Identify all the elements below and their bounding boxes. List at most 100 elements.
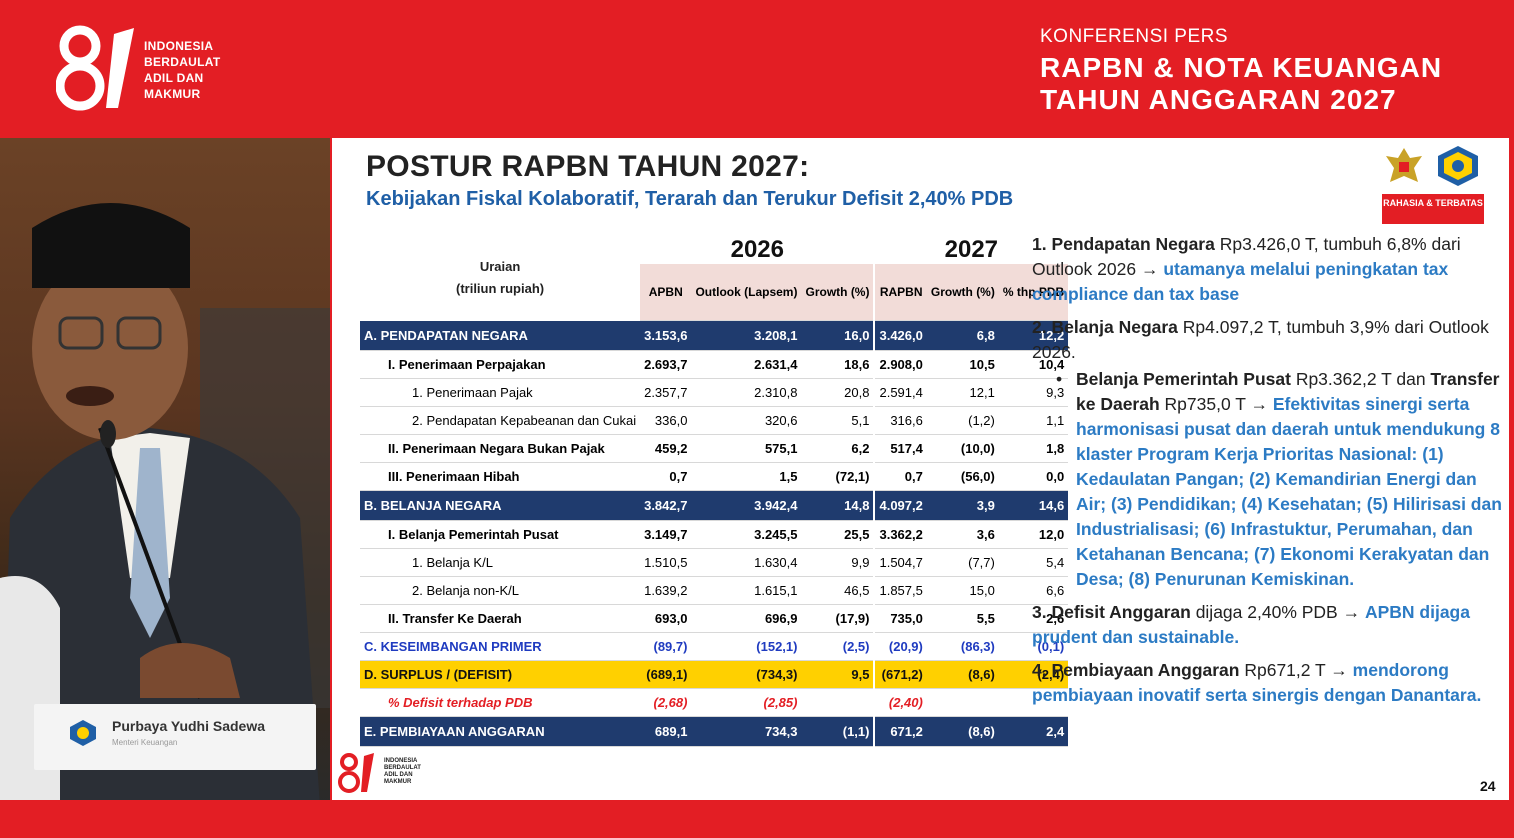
- row-value: 5,1: [801, 406, 875, 435]
- row-value: 1.857,5: [873, 576, 927, 605]
- row-value: (7,7): [926, 548, 999, 577]
- footer-bar: [0, 800, 1514, 838]
- row-value: (2,40): [873, 688, 927, 717]
- row-label: 1. Belanja K/L: [360, 548, 641, 577]
- row-value: (1,1): [801, 716, 875, 747]
- kemenkeu-logo-icon: [1438, 146, 1478, 186]
- row-label: I. Penerimaan Perpajakan: [360, 350, 641, 379]
- row-value: 18,6: [801, 350, 875, 379]
- row-value: 1.630,4: [691, 548, 802, 577]
- row-value: 6,2: [801, 434, 875, 463]
- row-value: 2.631,4: [691, 350, 802, 379]
- row-value: (89,7): [640, 632, 692, 661]
- row-value: 6,6: [998, 576, 1069, 605]
- row-label: C. KESEIMBANGAN PRIMER: [360, 632, 641, 661]
- row-value: 3,9: [926, 490, 999, 521]
- row-label: 1. Penerimaan Pajak: [360, 378, 641, 407]
- row-value: (1,2): [926, 406, 999, 435]
- confidential-badge: RAHASIA & TERBATAS: [1382, 194, 1484, 224]
- table-row: A. PENDAPATAN NEGARA 3.153,6 3.208,1 16,0 3.…: [360, 320, 1069, 351]
- row-value: 1.510,5: [640, 548, 692, 577]
- row-value: (2,4): [998, 660, 1069, 689]
- row-value: (8,6): [926, 660, 999, 689]
- row-value: 671,2: [873, 716, 927, 747]
- slide-subtitle: Kebijakan Fiskal Kolaboratif, Terarah da…: [366, 188, 1014, 210]
- col-outlook: Outlook (Lapsem): [691, 264, 802, 321]
- header-bar: INDONESIA BERDAULAT ADIL DAN MAKMUR KONF…: [0, 0, 1514, 138]
- row-value: 10,5: [926, 350, 999, 379]
- row-value: 517,4: [873, 434, 927, 463]
- row-value: 1.504,7: [873, 548, 927, 577]
- hut-ri-81-logo-icon: [56, 25, 134, 111]
- table-row: II. Transfer Ke Daerah 693,0 696,9 (17,9) 73…: [360, 604, 1069, 633]
- slide-logo-text: INDONESIA BERDAULAT ADIL DAN MAKMUR: [384, 758, 421, 785]
- row-value: 9,5: [801, 660, 875, 689]
- row-value: 46,5: [801, 576, 875, 605]
- row-value: [998, 688, 1069, 717]
- row-label: B. BELANJA NEGARA: [360, 490, 641, 521]
- row-value: 0,7: [640, 462, 692, 491]
- row-value: 696,9: [691, 604, 802, 633]
- row-label: % Defisit terhadap PDB: [360, 688, 641, 717]
- row-value: 12,2: [998, 320, 1069, 351]
- point-1: 1. Pendapatan Negara Rp3.426,0 T, tumbuh…: [1032, 234, 1461, 304]
- slide-title: POSTUR RAPBN TAHUN 2027:: [366, 150, 810, 183]
- row-value: (56,0): [926, 462, 999, 491]
- table-row: II. Penerimaan Negara Bukan Pajak 459,2 57…: [360, 434, 1069, 463]
- row-value: 14,6: [998, 490, 1069, 521]
- row-label: A. PENDAPATAN NEGARA: [360, 320, 641, 351]
- row-value: 316,6: [873, 406, 927, 435]
- col-pdb: % thp PDB: [998, 264, 1069, 321]
- speaker-nameplate: Purbaya Yudhi Sadewa Menteri Keuangan: [34, 704, 316, 770]
- row-label: II. Transfer Ke Daerah: [360, 604, 641, 633]
- row-value: 3.842,7: [640, 490, 692, 521]
- row-value: (689,1): [640, 660, 692, 689]
- row-value: (86,3): [926, 632, 999, 661]
- col-growth-2026: Growth (%): [801, 264, 875, 321]
- table-row: C. KESEIMBANGAN PRIMER (89,7) (152,1) (2,5)…: [360, 632, 1069, 661]
- row-value: 12,1: [926, 378, 999, 407]
- point-2: 2. Belanja Negara Rp4.097,2 T, tumbuh 3,…: [1032, 317, 1489, 362]
- row-value: 2.357,7: [640, 378, 692, 407]
- uraian-header: Uraian (triliun rupiah): [455, 259, 545, 297]
- table-row: III. Penerimaan Hibah 0,7 1,5 (72,1) 0,7 (56,…: [360, 462, 1069, 491]
- row-value: 2.591,4: [873, 378, 927, 407]
- conference-title: RAPBN & NOTA KEUANGAN TAHUN ANGGARAN 202…: [1040, 52, 1443, 115]
- row-value: 15,0: [926, 576, 999, 605]
- table-row: E. PEMBIAYAAN ANGGARAN 689,1 734,3 (1,1) 671…: [360, 716, 1069, 747]
- row-value: 5,4: [998, 548, 1069, 577]
- row-label: E. PEMBIAYAAN ANGGARAN: [360, 716, 641, 747]
- row-value: 2,4: [998, 716, 1069, 747]
- slide-81-logo-icon: [338, 753, 374, 793]
- row-value: (72,1): [801, 462, 875, 491]
- row-label: 2. Pendapatan Kepabeanan dan Cukai: [360, 406, 641, 435]
- row-value: 1.615,1: [691, 576, 802, 605]
- table-row: 2. Pendapatan Kepabeanan dan Cukai 336,0 3…: [360, 406, 1069, 435]
- table-row: 1. Penerimaan Pajak 2.357,7 2.310,8 20,8 2.5…: [360, 378, 1069, 407]
- row-value: 2,6: [998, 604, 1069, 633]
- row-value: 5,5: [926, 604, 999, 633]
- table-row: I. Penerimaan Perpajakan 2.693,7 2.631,4 18…: [360, 350, 1069, 379]
- row-value: 3.362,2: [873, 520, 927, 549]
- speaker-title: Menteri Keuangan: [112, 738, 178, 747]
- row-value: (2,85): [691, 688, 802, 717]
- logo-text: INDONESIA BERDAULAT ADIL DAN MAKMUR: [144, 39, 221, 101]
- row-value: 16,0: [801, 320, 875, 351]
- row-value: 3.149,7: [640, 520, 692, 549]
- row-value: (152,1): [691, 632, 802, 661]
- table-row: I. Belanja Pemerintah Pusat 3.149,7 3.245,…: [360, 520, 1069, 549]
- row-value: (10,0): [926, 434, 999, 463]
- speaker-name: Purbaya Yudhi Sadewa: [112, 718, 266, 734]
- row-value: 14,8: [801, 490, 875, 521]
- row-value: (8,6): [926, 716, 999, 747]
- table-row: % Defisit terhadap PDB (2,68) (2,85) (2,40): [360, 688, 1069, 717]
- conference-label: KONFERENSI PERS: [1040, 26, 1229, 47]
- row-value: (2,68): [640, 688, 692, 717]
- row-value: (0,1): [998, 632, 1069, 661]
- row-label: I. Belanja Pemerintah Pusat: [360, 520, 641, 549]
- row-value: 0,0: [998, 462, 1069, 491]
- row-value: 20,8: [801, 378, 875, 407]
- row-value: 3.153,6: [640, 320, 692, 351]
- row-value: (671,2): [873, 660, 927, 689]
- row-value: 4.097,2: [873, 490, 927, 521]
